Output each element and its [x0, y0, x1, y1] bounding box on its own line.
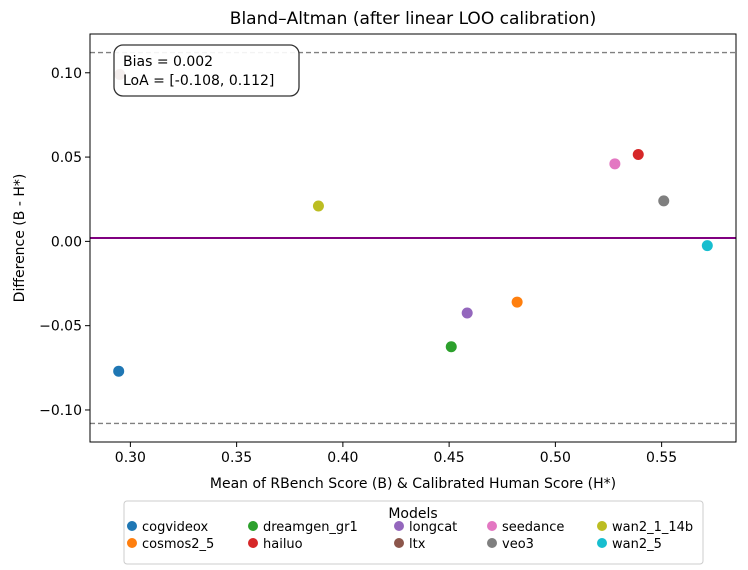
- x-tick-label: 0.40: [327, 450, 358, 466]
- legend-marker-hailuo: [248, 538, 258, 548]
- legend-marker-veo3: [487, 538, 497, 548]
- legend-item-wan2_5: wan2_5: [597, 537, 662, 552]
- legend-label-cogvideox: cogvideox: [142, 520, 208, 535]
- legend-label-veo3: veo3: [502, 537, 534, 552]
- legend-frame: [123, 500, 704, 565]
- stats-annotation: Bias = 0.002 LoA = [-0.108, 0.112]: [113, 44, 300, 97]
- legend-item-ltx: ltx: [394, 537, 426, 552]
- y-tick-label: −0.05: [39, 319, 82, 335]
- legend-item-cosmos2_5: cosmos2_5: [127, 537, 214, 552]
- y-axis: −0.10 −0.05 0.00 0.05 0.10: [39, 66, 90, 419]
- legend-item-wan2_1_14b: wan2_1_14b: [597, 520, 693, 535]
- legend-item-longcat: longcat: [394, 520, 457, 535]
- point-cogvideox: [113, 365, 125, 377]
- x-axis: 0.30 0.35 0.40 0.45 0.50 0.55: [115, 442, 677, 466]
- point-veo3: [658, 195, 670, 207]
- annotation-box-frame: [113, 44, 300, 97]
- legend-marker-wan2_5: [597, 538, 607, 548]
- legend-title: Models: [388, 506, 437, 522]
- x-tick-label: 0.50: [540, 450, 571, 466]
- y-tick-label: −0.10: [39, 403, 82, 419]
- legend-label-cosmos2_5: cosmos2_5: [142, 537, 214, 552]
- plot-border: [89, 33, 737, 443]
- legend-item-hailuo: hailuo: [248, 537, 303, 552]
- chart-title: Bland–Altman (after linear LOO calibrati…: [230, 9, 596, 29]
- legend-label-dreamgen_gr1: dreamgen_gr1: [263, 520, 358, 535]
- legend-marker-seedance: [487, 521, 497, 531]
- legend-label-longcat: longcat: [409, 520, 457, 535]
- legend-marker-dreamgen_gr1: [248, 521, 258, 531]
- loa-text: LoA = [-0.108, 0.112]: [123, 73, 274, 89]
- legend-label-wan2_1_14b: wan2_1_14b: [612, 520, 693, 535]
- x-tick-label: 0.30: [115, 450, 146, 466]
- y-axis-label: Difference (B - H*): [12, 174, 28, 303]
- x-axis-label: Mean of RBench Score (B) & Calibrated Hu…: [210, 476, 616, 492]
- x-tick-label: 0.55: [646, 450, 677, 466]
- y-tick-label: 0.00: [51, 234, 82, 250]
- point-dreamgen_gr1: [445, 341, 457, 353]
- x-tick-label: 0.35: [221, 450, 252, 466]
- legend-label-seedance: seedance: [502, 520, 564, 535]
- legend-label-ltx: ltx: [409, 537, 426, 552]
- legend-item-dreamgen_gr1: dreamgen_gr1: [248, 520, 358, 535]
- legend-marker-longcat: [394, 521, 404, 531]
- legend-label-hailuo: hailuo: [263, 537, 303, 552]
- plot-area: [89, 33, 737, 443]
- legend-marker-cogvideox: [127, 521, 137, 531]
- legend-item-seedance: seedance: [487, 520, 564, 535]
- point-hailuo: [632, 149, 644, 161]
- point-wan2_5: [701, 240, 713, 252]
- legend-marker-ltx: [394, 538, 404, 548]
- data-points: [113, 68, 713, 377]
- bias-text: Bias = 0.002: [123, 54, 213, 70]
- y-tick-label: 0.10: [51, 66, 82, 82]
- legend-marker-cosmos2_5: [127, 538, 137, 548]
- legend-item-cogvideox: cogvideox: [127, 520, 208, 535]
- legend-marker-wan2_1_14b: [597, 521, 607, 531]
- x-tick-label: 0.45: [434, 450, 465, 466]
- y-tick-label: 0.05: [51, 150, 82, 166]
- point-cosmos2_5: [511, 296, 523, 308]
- legend-item-veo3: veo3: [487, 537, 534, 552]
- legend-label-wan2_5: wan2_5: [612, 537, 662, 552]
- legend: Models cogvideox cosmos2_5 dreamgen_gr1hai…: [123, 500, 704, 565]
- point-wan2_1_14b: [312, 200, 324, 212]
- point-longcat: [461, 307, 473, 319]
- point-seedance: [609, 158, 621, 170]
